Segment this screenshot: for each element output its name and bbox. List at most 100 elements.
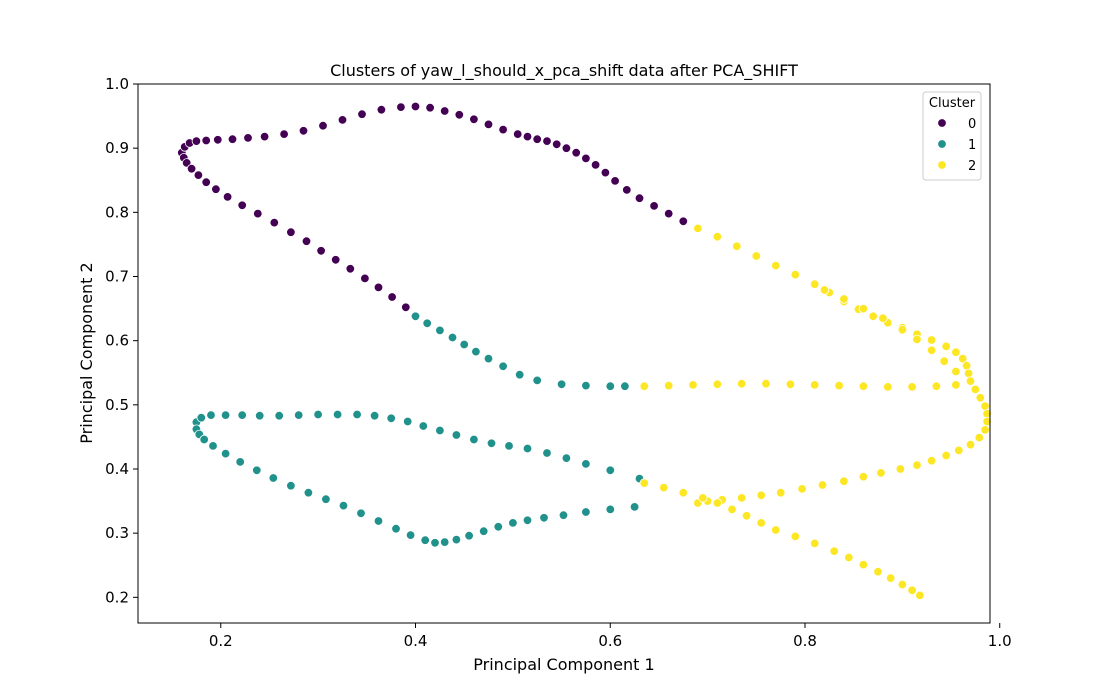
point-cluster-0 xyxy=(286,227,296,237)
point-cluster-0 xyxy=(664,208,674,219)
point-cluster-0 xyxy=(318,120,328,131)
point-cluster-2 xyxy=(639,381,650,391)
point-cluster-2 xyxy=(878,313,888,323)
point-cluster-2 xyxy=(839,294,849,304)
point-cluster-0 xyxy=(237,200,247,211)
point-cluster-2 xyxy=(897,579,908,590)
point-cluster-2 xyxy=(897,325,908,335)
x-axis-ticks: 0.2 0.4 0.6 0.8 1.0 xyxy=(209,623,1012,650)
point-cluster-0 xyxy=(211,184,221,194)
point-cluster-1 xyxy=(220,448,231,459)
point-cluster-1 xyxy=(274,411,284,421)
point-cluster-2 xyxy=(858,303,869,314)
point-cluster-0 xyxy=(622,185,632,195)
point-cluster-1 xyxy=(581,380,591,391)
point-cluster-1 xyxy=(252,465,262,476)
point-cluster-2 xyxy=(965,439,976,450)
y-tick-label: 0.4 xyxy=(105,460,129,478)
point-cluster-2 xyxy=(858,381,869,391)
point-cluster-2 xyxy=(839,476,849,486)
legend-label-0: 0 xyxy=(968,117,976,132)
point-cluster-2 xyxy=(834,380,844,391)
plot-frame xyxy=(137,83,991,624)
point-cluster-0 xyxy=(357,109,367,119)
point-cluster-1 xyxy=(235,457,245,467)
point-cluster-2 xyxy=(712,231,723,242)
point-cluster-0 xyxy=(522,131,533,142)
point-cluster-1 xyxy=(558,510,569,520)
point-cluster-1 xyxy=(373,516,384,526)
point-cluster-0 xyxy=(337,115,348,125)
point-cluster-1 xyxy=(199,434,209,445)
point-cluster-1 xyxy=(556,379,567,390)
point-cluster-2 xyxy=(776,488,786,498)
y-tick-label: 0.6 xyxy=(105,332,129,350)
point-cluster-1 xyxy=(447,332,458,343)
point-cluster-2 xyxy=(810,538,820,549)
point-cluster-2 xyxy=(858,472,869,482)
point-cluster-1 xyxy=(581,459,591,469)
point-cluster-2 xyxy=(980,401,990,411)
point-cluster-0 xyxy=(440,106,450,116)
point-cluster-1 xyxy=(459,339,469,350)
point-cluster-2 xyxy=(790,531,801,542)
point-cluster-0 xyxy=(222,192,233,202)
point-cluster-1 xyxy=(268,473,279,483)
point-cluster-2 xyxy=(951,380,961,390)
point-cluster-2 xyxy=(771,260,781,271)
point-cluster-2 xyxy=(756,490,766,501)
point-cluster-2 xyxy=(810,279,820,289)
point-cluster-1 xyxy=(332,409,343,420)
point-cluster-0 xyxy=(298,126,309,136)
point-cluster-1 xyxy=(581,507,591,517)
point-cluster-2 xyxy=(817,480,828,490)
point-cluster-2 xyxy=(664,380,674,391)
point-cluster-0 xyxy=(213,135,223,145)
point-cluster-1 xyxy=(486,438,497,449)
point-cluster-0 xyxy=(649,201,659,211)
point-cluster-2 xyxy=(844,552,854,563)
point-cluster-1 xyxy=(196,413,207,423)
point-cluster-2 xyxy=(941,450,951,461)
point-cluster-1 xyxy=(483,353,494,364)
point-cluster-2 xyxy=(639,478,650,488)
point-cluster-0 xyxy=(401,302,411,313)
point-cluster-0 xyxy=(345,264,356,274)
point-cluster-0 xyxy=(193,170,204,180)
legend-marker-0 xyxy=(937,118,947,128)
point-cluster-0 xyxy=(269,217,280,228)
chart-title: Clusters of yaw_l_should_x_pca_shift dat… xyxy=(330,61,798,81)
legend-items: 0 1 2 xyxy=(937,117,976,174)
point-cluster-0 xyxy=(201,177,211,187)
x-tick-label: 1.0 xyxy=(988,632,1012,650)
point-cluster-0 xyxy=(331,255,341,265)
point-cluster-1 xyxy=(422,318,432,329)
point-cluster-2 xyxy=(659,482,669,493)
point-cluster-1 xyxy=(255,411,265,421)
point-cluster-2 xyxy=(963,368,974,379)
point-cluster-1 xyxy=(532,375,542,386)
point-cluster-1 xyxy=(369,411,380,421)
point-cluster-1 xyxy=(504,441,514,451)
point-cluster-2 xyxy=(954,445,964,456)
point-cluster-0 xyxy=(425,102,435,113)
point-cluster-2 xyxy=(751,251,762,261)
legend-title: Cluster xyxy=(929,96,976,111)
point-cluster-0 xyxy=(279,129,289,139)
y-axis-label: Principal Component 2 xyxy=(77,262,96,443)
point-cluster-1 xyxy=(286,481,296,491)
point-cluster-0 xyxy=(243,133,253,143)
point-cluster-2 xyxy=(678,488,689,498)
point-cluster-1 xyxy=(522,515,533,526)
point-cluster-2 xyxy=(829,546,839,556)
point-cluster-1 xyxy=(498,361,508,372)
point-cluster-2 xyxy=(931,381,942,391)
point-cluster-2 xyxy=(974,432,985,443)
point-cluster-0 xyxy=(590,160,601,170)
y-tick-label: 0.3 xyxy=(105,524,129,542)
point-cluster-1 xyxy=(471,346,481,357)
point-cluster-1 xyxy=(451,430,462,440)
point-cluster-1 xyxy=(542,448,552,458)
point-cluster-0 xyxy=(469,114,479,125)
point-cluster-2 xyxy=(970,384,981,395)
